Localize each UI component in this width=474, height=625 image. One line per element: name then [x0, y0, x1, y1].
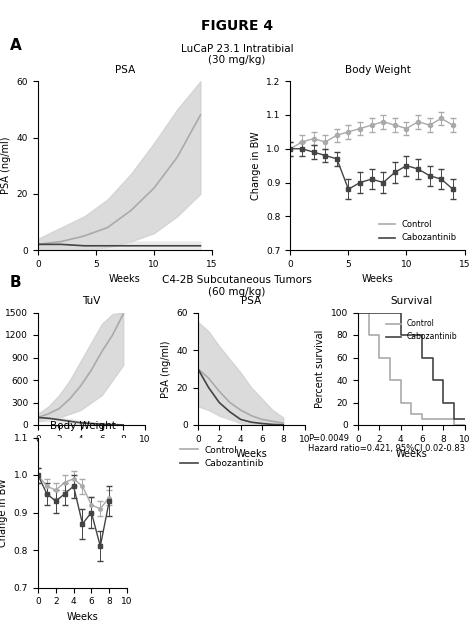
Title: PSA: PSA: [241, 296, 261, 306]
Title: Body Weight: Body Weight: [345, 65, 410, 75]
X-axis label: Weeks: Weeks: [75, 449, 107, 459]
Text: Hazard ratio=0.421, 95%CI 0.02-0.83: Hazard ratio=0.421, 95%CI 0.02-0.83: [308, 444, 465, 452]
Legend: Control, Cabozantinib: Control, Cabozantinib: [176, 442, 268, 472]
Title: Body Weight: Body Weight: [50, 421, 115, 431]
X-axis label: Weeks: Weeks: [109, 274, 141, 284]
Text: P=0.0049: P=0.0049: [308, 434, 349, 443]
Text: A: A: [9, 38, 21, 53]
Title: PSA: PSA: [115, 65, 135, 75]
Y-axis label: Percent survival: Percent survival: [315, 329, 325, 408]
Text: FIGURE 4: FIGURE 4: [201, 19, 273, 32]
Y-axis label: PSA (ng/ml): PSA (ng/ml): [1, 137, 11, 194]
Legend: Control, Cabozantinib: Control, Cabozantinib: [375, 217, 460, 246]
Y-axis label: Change in BW: Change in BW: [251, 131, 261, 200]
Text: B: B: [9, 275, 21, 290]
Title: TuV: TuV: [82, 296, 100, 306]
X-axis label: Weeks: Weeks: [395, 449, 427, 459]
Y-axis label: Change in BW: Change in BW: [0, 478, 8, 547]
Text: LuCaP 23.1 Intratibial
(30 mg/kg): LuCaP 23.1 Intratibial (30 mg/kg): [181, 44, 293, 66]
Y-axis label: PSA (ng/ml): PSA (ng/ml): [161, 340, 171, 398]
Title: Survival: Survival: [390, 296, 432, 306]
X-axis label: Weeks: Weeks: [362, 274, 393, 284]
Text: C4-2B Subcutaneous Tumors
(60 mg/kg): C4-2B Subcutaneous Tumors (60 mg/kg): [162, 275, 312, 297]
X-axis label: Weeks: Weeks: [236, 449, 267, 459]
X-axis label: Weeks: Weeks: [67, 612, 98, 622]
Legend: Control, Cabozantinib: Control, Cabozantinib: [383, 316, 461, 344]
